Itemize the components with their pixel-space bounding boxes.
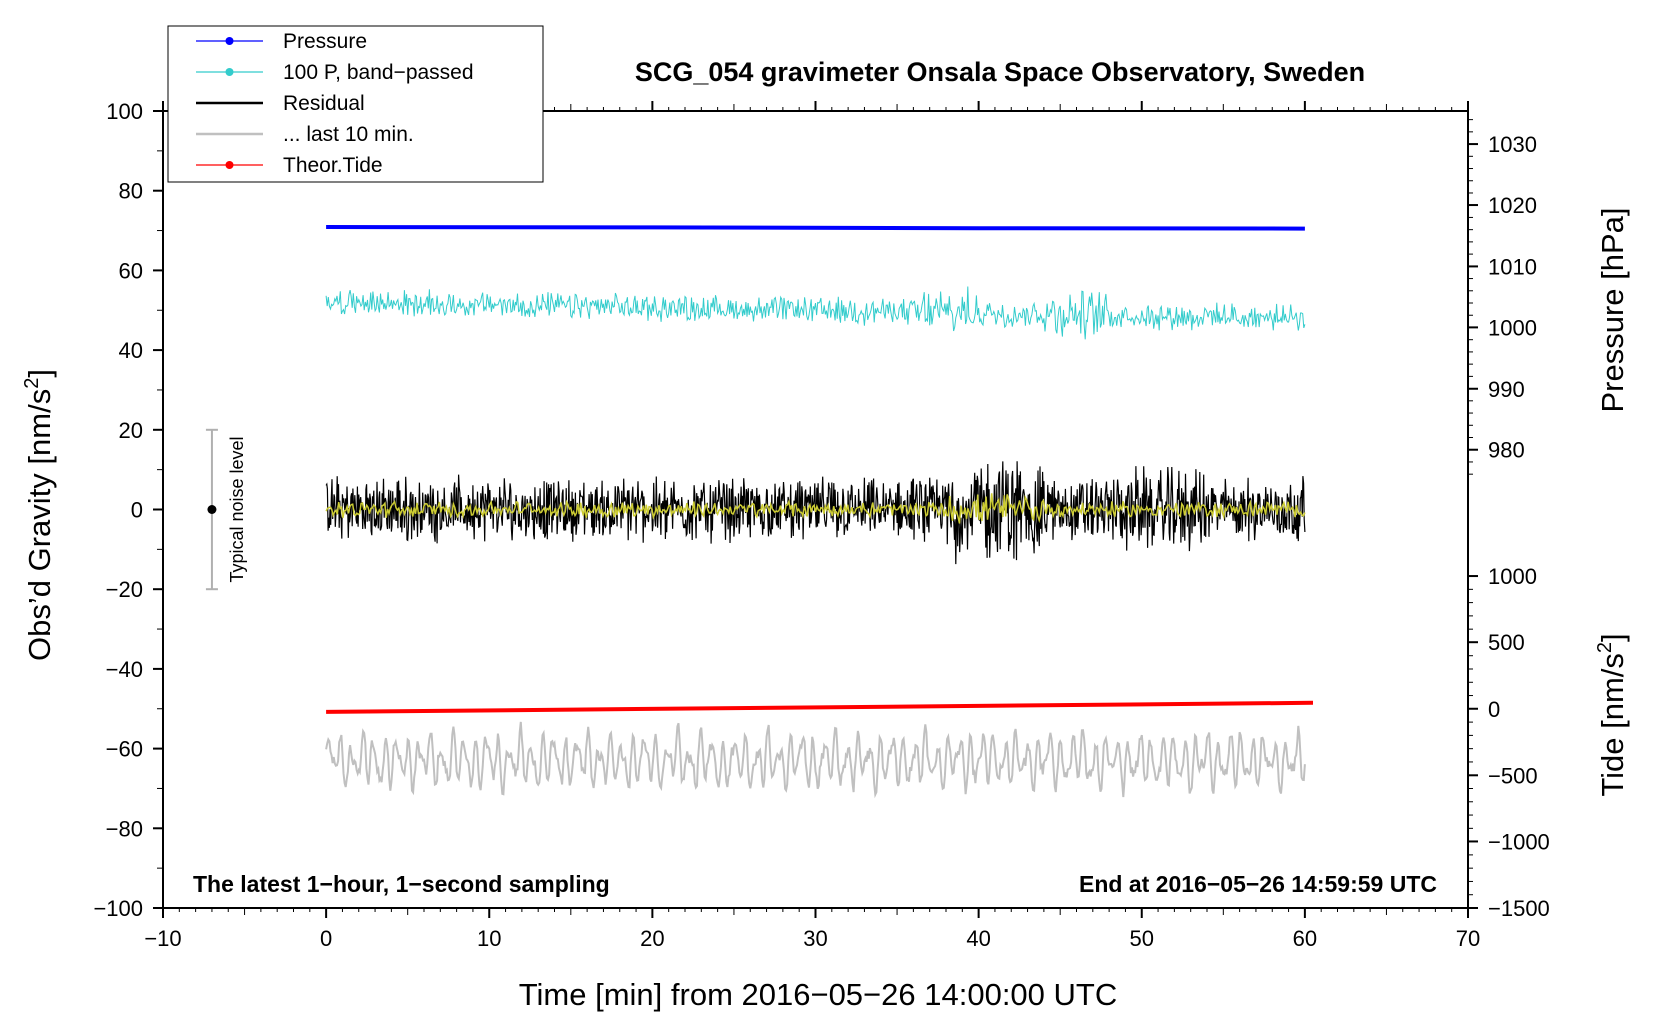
series-pressure (326, 225, 1305, 231)
series-layer (325, 225, 1314, 799)
series-last-10-min (325, 721, 1306, 799)
y-tick-label: −40 (106, 657, 143, 682)
y-axis-label-pressure: Pressure [hPa] (1595, 207, 1630, 412)
tide-tick-label: −500 (1488, 763, 1538, 788)
legend: Pressure 100 P, band−passed Residual ... la… (167, 25, 544, 183)
y-tick-label: −100 (93, 896, 143, 921)
pressure-tick-label: 980 (1488, 438, 1525, 463)
legend-marker (225, 37, 234, 45)
y-tick-label: 60 (119, 258, 143, 283)
legend-marker (225, 68, 234, 76)
legend-label: ... last 10 min. (283, 123, 414, 146)
noise-level-label: Typical noise level (227, 436, 247, 582)
x-tick-label: 50 (1130, 926, 1154, 951)
series-residual (325, 461, 1306, 565)
legend-label: Residual (283, 92, 365, 115)
y-axis-label-gravity: Obs’d Gravity [nm/s2] (21, 369, 57, 661)
y-tick-label: −20 (106, 577, 143, 602)
series-theor-tide (326, 700, 1314, 714)
legend-label: Theor.Tide (283, 154, 383, 177)
tide-tick-label: 1000 (1488, 564, 1537, 589)
y-tick-label: −80 (106, 816, 143, 841)
y-axis-label-tide: Tide [nm/s2] (1594, 633, 1630, 796)
tide-tick-label: −1500 (1488, 896, 1550, 921)
x-tick-label: 10 (477, 926, 501, 951)
x-tick-label: 70 (1456, 926, 1480, 951)
legend-label: 100 P, band−passed (283, 61, 474, 84)
y-tick-label: 40 (119, 338, 143, 363)
x-tick-label: 0 (320, 926, 332, 951)
note-end-time: End at 2016−05−26 14:59:59 UTC (1079, 871, 1437, 897)
x-tick-label: −10 (144, 926, 181, 951)
y-tick-label: 20 (119, 418, 143, 443)
series-residual-smoothed (325, 493, 1306, 524)
pressure-tick-label: 1020 (1488, 193, 1537, 218)
legend-marker (225, 161, 234, 169)
series-pressure-bandpassed (325, 286, 1306, 340)
tide-tick-label: −1000 (1488, 829, 1550, 854)
y-tick-label: 80 (119, 179, 143, 204)
axis-layer: −10 0 10 20 30 40 50 60 70100806040200−20−40−60−… (93, 99, 1549, 951)
noise-level-dot (207, 505, 217, 514)
pressure-tick-label: 1000 (1488, 315, 1537, 340)
chart-title: SCG_054 gravimeter Onsala Space Observat… (635, 57, 1365, 87)
tide-tick-label: 500 (1488, 630, 1525, 655)
legend-label: Pressure (283, 30, 367, 53)
pressure-tick-label: 1030 (1488, 132, 1537, 157)
noise-level-indicator: Typical noise level (205, 428, 247, 591)
y-tick-label: −60 (106, 737, 143, 762)
x-tick-label: 30 (803, 926, 827, 951)
note-sampling: The latest 1−hour, 1−second sampling (193, 871, 610, 897)
x-axis-label: Time [min] from 2016−05−26 14:00:00 UTC (519, 977, 1118, 1012)
pressure-tick-label: 990 (1488, 377, 1525, 402)
x-tick-label: 60 (1293, 926, 1317, 951)
y-tick-label: 100 (106, 99, 143, 124)
x-tick-label: 20 (640, 926, 664, 951)
x-tick-label: 40 (966, 926, 990, 951)
y-tick-label: 0 (131, 498, 143, 523)
tide-tick-label: 0 (1488, 697, 1500, 722)
pressure-tick-label: 1010 (1488, 254, 1537, 279)
